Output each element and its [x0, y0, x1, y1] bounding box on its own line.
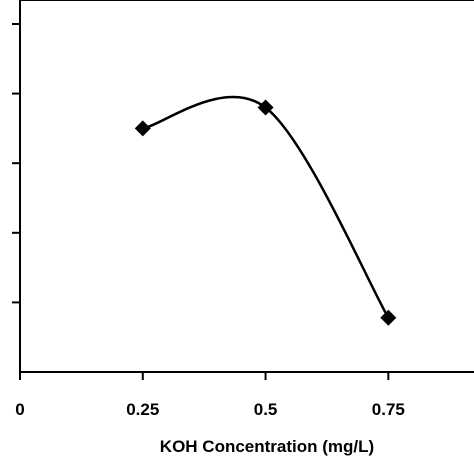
data-point-marker — [257, 99, 274, 116]
x-tick-label: 0 — [15, 400, 24, 419]
plot-area — [20, 0, 474, 372]
y-ticks — [12, 23, 20, 304]
x-axis-title: KOH Concentration (mg/L) — [160, 437, 374, 456]
x-ticks: 0 0.25 0.5 0.75 — [15, 372, 405, 419]
plot-frame — [19, 0, 474, 373]
x-tick-label: 0.25 — [126, 400, 159, 419]
data-point-marker — [134, 120, 151, 137]
x-tick-label: 0.75 — [372, 400, 405, 419]
data-point-marker — [380, 309, 397, 326]
x-tick-label: 0.5 — [254, 400, 278, 419]
series-layer — [134, 95, 397, 326]
